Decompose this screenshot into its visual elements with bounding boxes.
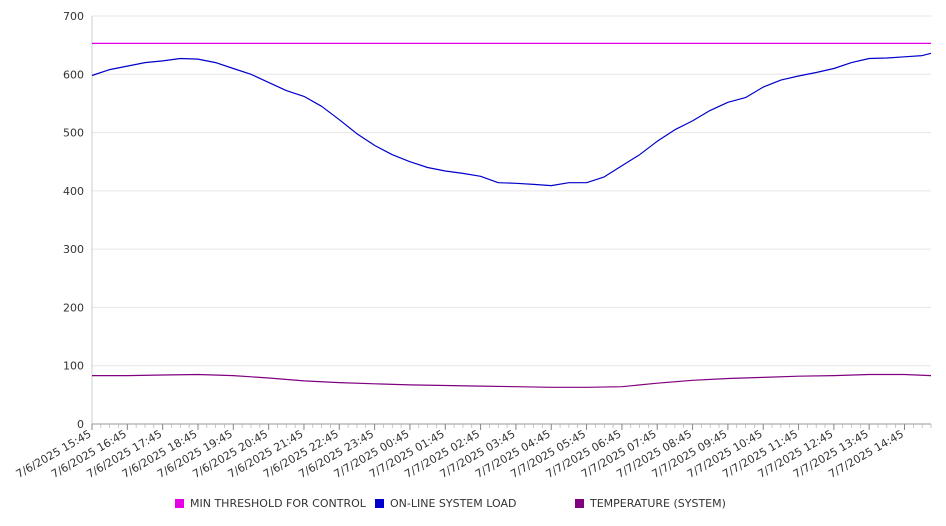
- series-system-load-line: [91, 52, 932, 187]
- y-tick-label: 300: [63, 243, 84, 256]
- y-tick-label: 0: [77, 418, 84, 431]
- y-tick-label: 600: [63, 68, 84, 81]
- y-tick-label: 100: [63, 360, 84, 373]
- legend-swatch-temperature: [575, 499, 584, 508]
- legend-swatch-min-threshold: [175, 499, 184, 508]
- legend-swatch-system-load: [375, 499, 384, 508]
- legend-item-min-threshold: MIN THRESHOLD FOR CONTROL: [175, 497, 366, 510]
- y-tick-label: 200: [63, 301, 84, 314]
- legend-item-temperature: TEMPERATURE (SYSTEM): [575, 497, 726, 510]
- legend-label-temperature: TEMPERATURE (SYSTEM): [590, 497, 726, 510]
- series-temperature-line: [92, 373, 932, 388]
- legend-label-min-threshold: MIN THRESHOLD FOR CONTROL: [190, 497, 366, 510]
- legend: MIN THRESHOLD FOR CONTROL ON-LINE SYSTEM…: [0, 497, 946, 515]
- legend-item-system-load: ON-LINE SYSTEM LOAD: [375, 497, 516, 510]
- legend-label-system-load: ON-LINE SYSTEM LOAD: [390, 497, 517, 510]
- y-tick-label: 500: [63, 127, 84, 140]
- y-tick-label: 700: [63, 10, 84, 23]
- y-tick-label: 400: [63, 185, 84, 198]
